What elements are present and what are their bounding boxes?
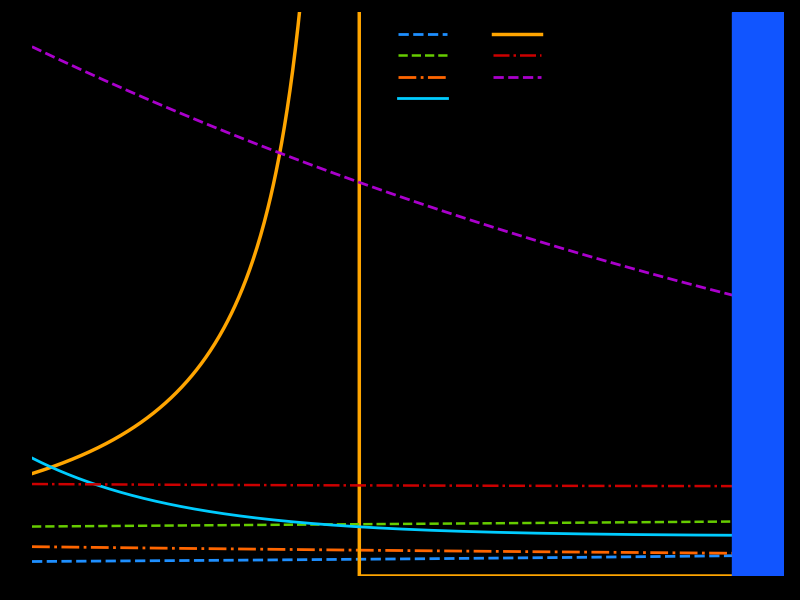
Legend: , , , , , , : , , , , , ,	[398, 28, 546, 106]
Bar	[733, 12, 784, 576]
